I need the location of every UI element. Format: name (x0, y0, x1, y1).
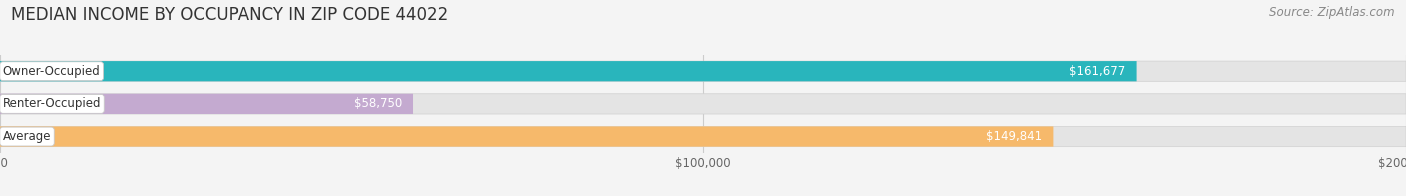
Text: Owner-Occupied: Owner-Occupied (3, 65, 101, 78)
FancyBboxPatch shape (0, 126, 1406, 147)
Text: Renter-Occupied: Renter-Occupied (3, 97, 101, 110)
FancyBboxPatch shape (0, 61, 1136, 81)
Text: $149,841: $149,841 (986, 130, 1042, 143)
Text: $58,750: $58,750 (353, 97, 402, 110)
Text: Source: ZipAtlas.com: Source: ZipAtlas.com (1270, 6, 1395, 19)
Text: Average: Average (3, 130, 51, 143)
FancyBboxPatch shape (0, 126, 1053, 147)
Text: MEDIAN INCOME BY OCCUPANCY IN ZIP CODE 44022: MEDIAN INCOME BY OCCUPANCY IN ZIP CODE 4… (11, 6, 449, 24)
FancyBboxPatch shape (0, 94, 413, 114)
FancyBboxPatch shape (0, 61, 1406, 81)
FancyBboxPatch shape (0, 94, 1406, 114)
Text: $161,677: $161,677 (1069, 65, 1125, 78)
